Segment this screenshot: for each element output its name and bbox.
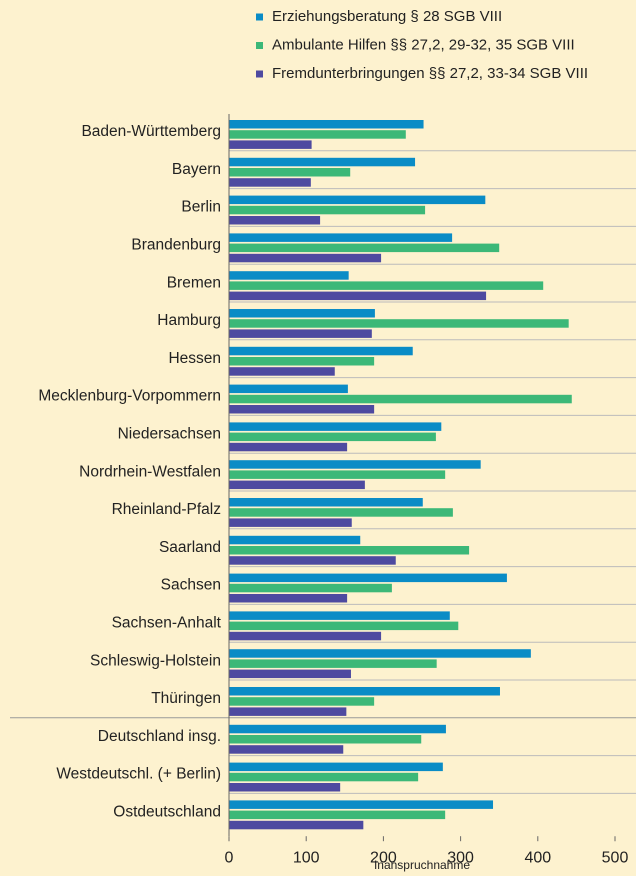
bar [229, 687, 500, 696]
legend-swatch [256, 70, 263, 78]
bar [229, 178, 311, 187]
bar [229, 367, 335, 376]
bar [229, 442, 348, 452]
bar [229, 745, 344, 754]
bar [229, 140, 312, 149]
bar [229, 120, 424, 129]
x-axis-label: Inanspruchnahme [374, 858, 470, 872]
legend-swatch [256, 13, 263, 21]
y-tick-label: Sachsen-Anhalt [112, 614, 222, 631]
bar [229, 669, 351, 679]
y-tick-label: Hamburg [157, 312, 221, 329]
bar [229, 329, 372, 338]
bar [229, 621, 459, 631]
bar [229, 460, 481, 469]
y-tick-label: Rheinland-Pfalz [112, 501, 221, 518]
bar [229, 384, 348, 394]
bar [229, 518, 352, 527]
bar [229, 735, 422, 744]
bar [229, 772, 419, 782]
bar [229, 546, 470, 555]
bar [229, 611, 450, 620]
bar [229, 470, 446, 479]
y-tick-label: Niedersachsen [118, 425, 221, 442]
bar [229, 498, 423, 507]
legend-swatch [256, 42, 263, 49]
bar [229, 480, 365, 490]
bar [229, 291, 487, 301]
bar [229, 432, 436, 442]
bar [229, 205, 426, 215]
bar [229, 216, 321, 225]
bar [229, 724, 446, 734]
y-tick-label: Mecklenburg-Vorpommern [38, 388, 221, 405]
bar [229, 800, 494, 809]
bar [229, 405, 375, 414]
legend-label: Ambulante Hilfen §§ 27,2, 29-32, 35 SGB … [272, 36, 575, 53]
bar [229, 707, 347, 716]
bar [229, 422, 442, 431]
bar [229, 762, 443, 772]
y-tick-label: Bayern [172, 161, 221, 178]
bar [229, 573, 507, 583]
bar [229, 659, 437, 668]
x-tick-label: 100 [293, 849, 320, 866]
bar [229, 253, 382, 263]
bar [229, 130, 406, 139]
y-tick-label: Baden-Württemberg [81, 123, 221, 140]
x-tick-label: 0 [225, 849, 234, 866]
y-tick-label: Schleswig-Holstein [90, 652, 221, 669]
x-tick-label: 500 [602, 849, 629, 866]
bar [229, 535, 361, 545]
y-tick-label: Berlin [181, 199, 221, 216]
y-tick-label: Sachsen [161, 577, 221, 594]
x-tick-label: 200 [370, 849, 397, 866]
y-tick-label: Nordrhein-Westfalen [79, 463, 221, 480]
y-tick-label: Hessen [168, 350, 221, 367]
bar [229, 394, 572, 404]
x-tick-label: 300 [447, 849, 474, 866]
x-tick-label: 400 [524, 849, 551, 866]
bar [229, 319, 569, 328]
bar [229, 508, 453, 517]
legend-label: Erziehungsberatung § 28 SGB VIII [272, 8, 502, 25]
bar [229, 556, 396, 565]
legend-label: Fremdunterbringungen §§ 27,2, 33-34 SGB … [272, 65, 588, 82]
bar [229, 157, 416, 167]
y-tick-label: Ostdeutschland [113, 803, 221, 820]
bar [229, 783, 341, 792]
bar [229, 309, 375, 318]
y-tick-label: Bremen [167, 274, 221, 291]
y-tick-label: Deutschland insg. [98, 728, 221, 745]
bar [229, 357, 375, 366]
y-tick-label: Brandenburg [131, 236, 221, 253]
y-tick-label: Westdeutschl. (+ Berlin) [56, 766, 221, 783]
bar [229, 631, 382, 641]
bar [229, 346, 413, 356]
bar [229, 168, 351, 177]
bar [229, 583, 392, 593]
bar [229, 195, 486, 205]
bar [229, 271, 349, 280]
bar [229, 281, 544, 290]
y-tick-label: Saarland [159, 539, 221, 556]
bar [229, 243, 500, 253]
bar [229, 649, 531, 658]
bar [229, 820, 364, 830]
bar [229, 594, 348, 603]
bar [229, 233, 453, 242]
y-tick-label: Thüringen [151, 690, 221, 707]
bar [229, 697, 375, 706]
bar [229, 810, 446, 820]
